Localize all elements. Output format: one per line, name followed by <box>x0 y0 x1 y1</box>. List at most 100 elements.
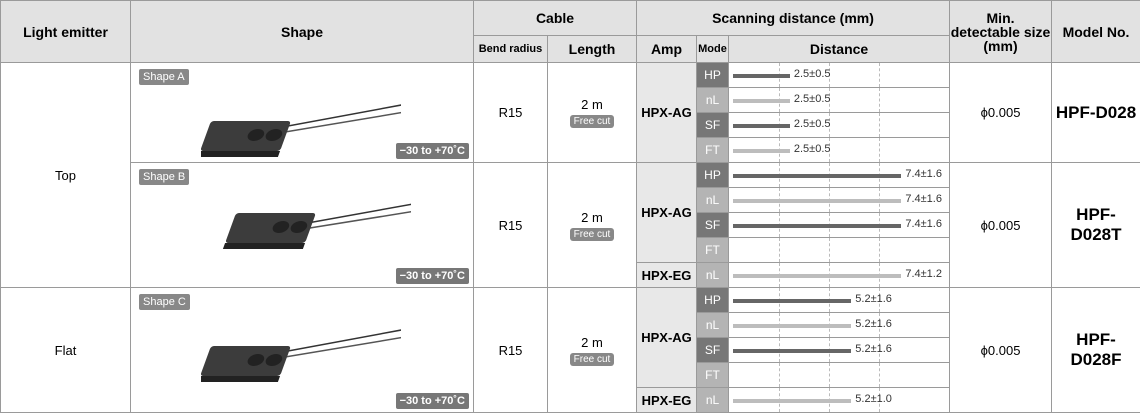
temp-range: −30 to +70˚C <box>395 393 469 409</box>
distance-bar <box>733 324 852 328</box>
distance-bar <box>733 99 790 103</box>
distance-bar <box>733 174 902 178</box>
header-cell: Cable <box>473 0 637 36</box>
distance-cell: 2.5±0.5 <box>727 87 951 113</box>
distance-label: 7.4±1.6 <box>905 168 942 180</box>
header-cell: Scanning distance (mm) <box>635 0 951 36</box>
table-row: HPX-EG nL 5.2±1.0 <box>1 387 1140 413</box>
header-cell: Distance <box>727 35 951 63</box>
free-cut-badge: Free cut <box>569 115 615 128</box>
grid-line <box>779 238 780 262</box>
bend-radius: R15 <box>473 162 548 288</box>
length-cell: 2 m Free cut <box>547 162 637 288</box>
product-image <box>201 329 401 382</box>
mode: SF <box>696 112 729 138</box>
header-cell: Amp <box>636 35 697 63</box>
table-row: Flat Shape C −30 to +70˚C R15 2 m Free cut HP… <box>0 287 1140 413</box>
distance-cell: 2.5±0.5 <box>727 112 951 138</box>
distance-bar <box>733 74 790 78</box>
shape-cell: Shape B −30 to +70˚C <box>130 162 474 288</box>
table-row: nL 2.5±0.5 <box>1 87 1140 113</box>
distance-cell: 5.2±1.0 <box>727 387 951 413</box>
mode: HP <box>696 62 729 88</box>
shape-label: Shape C <box>139 294 190 310</box>
distance-bar <box>733 274 902 278</box>
min-size: ϕ0.005 <box>949 287 1053 413</box>
distance-label: 7.4±1.6 <box>905 218 942 230</box>
length: 2 m <box>581 209 603 225</box>
product-image <box>201 104 401 157</box>
table-row: Top Shape A −30 to +70˚C R15 2 m Free cut HPX… <box>0 62 1140 288</box>
amp: HPX-EG <box>636 262 697 288</box>
grid-line <box>879 113 880 137</box>
grid-line <box>779 363 780 387</box>
distance-label: 7.4±1.2 <box>905 268 942 280</box>
distance-bar <box>733 149 790 153</box>
free-cut-badge: Free cut <box>569 352 615 366</box>
model-number: HPF-D028T <box>1051 162 1140 288</box>
distance-label: 2.5±0.5 <box>793 93 831 105</box>
mode: SF <box>696 337 729 363</box>
table-row: SF 2.5±0.5 <box>1 112 1140 138</box>
mode: nL <box>696 312 729 338</box>
distance-bar <box>733 349 852 353</box>
length-cell: 2 m Free cut <box>547 62 637 163</box>
model-number: HPF-D028 <box>1051 62 1140 163</box>
mode: nL <box>696 87 729 113</box>
distance-cell: 2.5±0.5 <box>727 62 951 88</box>
grid-line <box>829 363 830 387</box>
free-cut-badge: Free cut <box>569 227 615 241</box>
length: 2 m <box>581 97 603 112</box>
product-image <box>222 203 411 249</box>
table-body: Top Shape A −30 to +70˚C R15 2 m Free cut HPX… <box>0 62 1140 413</box>
table-row: nL 5.2±1.6 <box>1 312 1140 338</box>
table-row: FT 2.5±0.5 <box>1 137 1140 163</box>
shape-label: Shape B <box>139 169 190 185</box>
bend-radius: R15 <box>473 62 548 163</box>
distance-cell: 5.2±1.6 <box>727 312 951 338</box>
distance-cell: 5.2±1.6 <box>727 337 951 363</box>
mode: HP <box>696 162 729 188</box>
distance-bar <box>733 124 790 128</box>
header-cell: Model No. <box>1051 0 1140 63</box>
light-emitter: Flat <box>0 287 131 413</box>
amp: HPX-EG <box>636 387 697 413</box>
grid-line <box>879 313 880 337</box>
distance-label: 5.2±1.0 <box>855 393 892 405</box>
table-row: FT <box>1 362 1140 388</box>
grid-line <box>879 338 880 362</box>
light-emitter: Top <box>0 62 131 288</box>
header-cell: Shape <box>130 0 474 63</box>
mode: SF <box>696 212 729 238</box>
table-row: Shape B −30 to +70˚C R15 2 m Free cut HPX-AG H… <box>1 162 1140 288</box>
amp: HPX-AG <box>636 287 697 388</box>
distance-cell <box>727 237 951 263</box>
distance-cell: 2.5±0.5 <box>727 137 951 163</box>
grid-line <box>879 63 880 87</box>
distance-cell: 5.2±1.6 <box>727 287 951 313</box>
mode: HP <box>696 287 729 313</box>
shape-label: Shape A <box>139 69 189 85</box>
distance-cell: 7.4±1.6 <box>727 212 951 238</box>
table-row: SF 7.4±1.6 <box>1 212 1140 238</box>
distance-label: 5.2±1.6 <box>855 293 892 305</box>
grid-line <box>829 63 830 87</box>
grid-line <box>879 88 880 112</box>
distance-label: 5.2±1.6 <box>855 318 892 330</box>
distance-cell: 7.4±1.6 <box>727 162 951 188</box>
table-row: nL 7.4±1.6 <box>1 187 1140 213</box>
grid-line <box>879 388 880 412</box>
header-cell: Length <box>547 35 637 63</box>
header-cell: Mode <box>696 35 729 63</box>
distance-bar <box>733 399 852 403</box>
length: 2 m <box>581 334 603 350</box>
distance-bar <box>733 199 902 203</box>
header-cell: Bend radius <box>473 35 548 63</box>
grid-line <box>829 88 830 112</box>
distance-cell: 7.4±1.6 <box>727 187 951 213</box>
distance-label: 7.4±1.6 <box>905 193 942 205</box>
grid-line <box>879 138 880 162</box>
shape-cell: Shape C −30 to +70˚C <box>130 287 474 413</box>
grid-line <box>879 238 880 262</box>
